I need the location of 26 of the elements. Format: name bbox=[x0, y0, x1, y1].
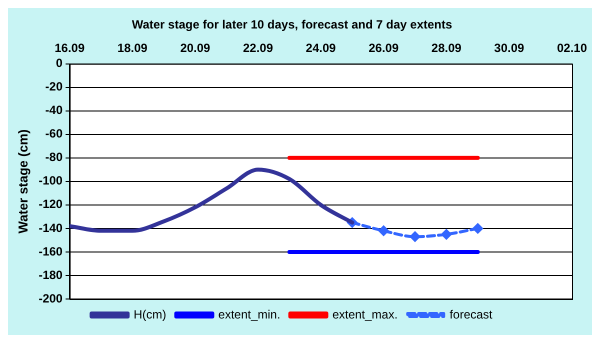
y-tick-label: -40 bbox=[45, 103, 63, 118]
x-tick-label: 18.09 bbox=[117, 40, 148, 55]
y-tick-label: -160 bbox=[38, 244, 63, 258]
y-tick-label: -200 bbox=[38, 291, 63, 306]
x-tick-label: 20.09 bbox=[180, 40, 211, 55]
y-tick-label: -80 bbox=[45, 150, 63, 164]
x-tick-label: 28.09 bbox=[431, 40, 462, 55]
y-tick-label: 0 bbox=[56, 56, 63, 70]
chart-title: Water stage for later 10 days, forecast and 7 day extents bbox=[132, 18, 452, 32]
legend-label: H(cm) bbox=[134, 307, 166, 322]
y-axis-title: Water stage (cm) bbox=[15, 129, 30, 234]
x-tick-label: 22.09 bbox=[242, 40, 274, 55]
x-tick-label: 30.09 bbox=[494, 40, 525, 55]
x-tick-label: 02.10 bbox=[556, 40, 588, 55]
y-tick-label: -20 bbox=[45, 80, 63, 94]
legend-label: extent_max. bbox=[332, 307, 398, 322]
x-tick-label: 24.09 bbox=[306, 40, 336, 55]
y-tick-label: -60 bbox=[45, 126, 63, 141]
legend-label: forecast bbox=[450, 307, 494, 322]
x-tick-label: 26.09 bbox=[368, 40, 399, 55]
x-tick-label: 16.09 bbox=[54, 40, 85, 55]
y-tick-label: -120 bbox=[38, 197, 63, 212]
y-tick-label: -180 bbox=[38, 268, 63, 282]
y-tick-label: -100 bbox=[38, 174, 63, 188]
y-tick-label: -140 bbox=[38, 220, 63, 235]
legend-label: extent_min. bbox=[218, 307, 280, 322]
